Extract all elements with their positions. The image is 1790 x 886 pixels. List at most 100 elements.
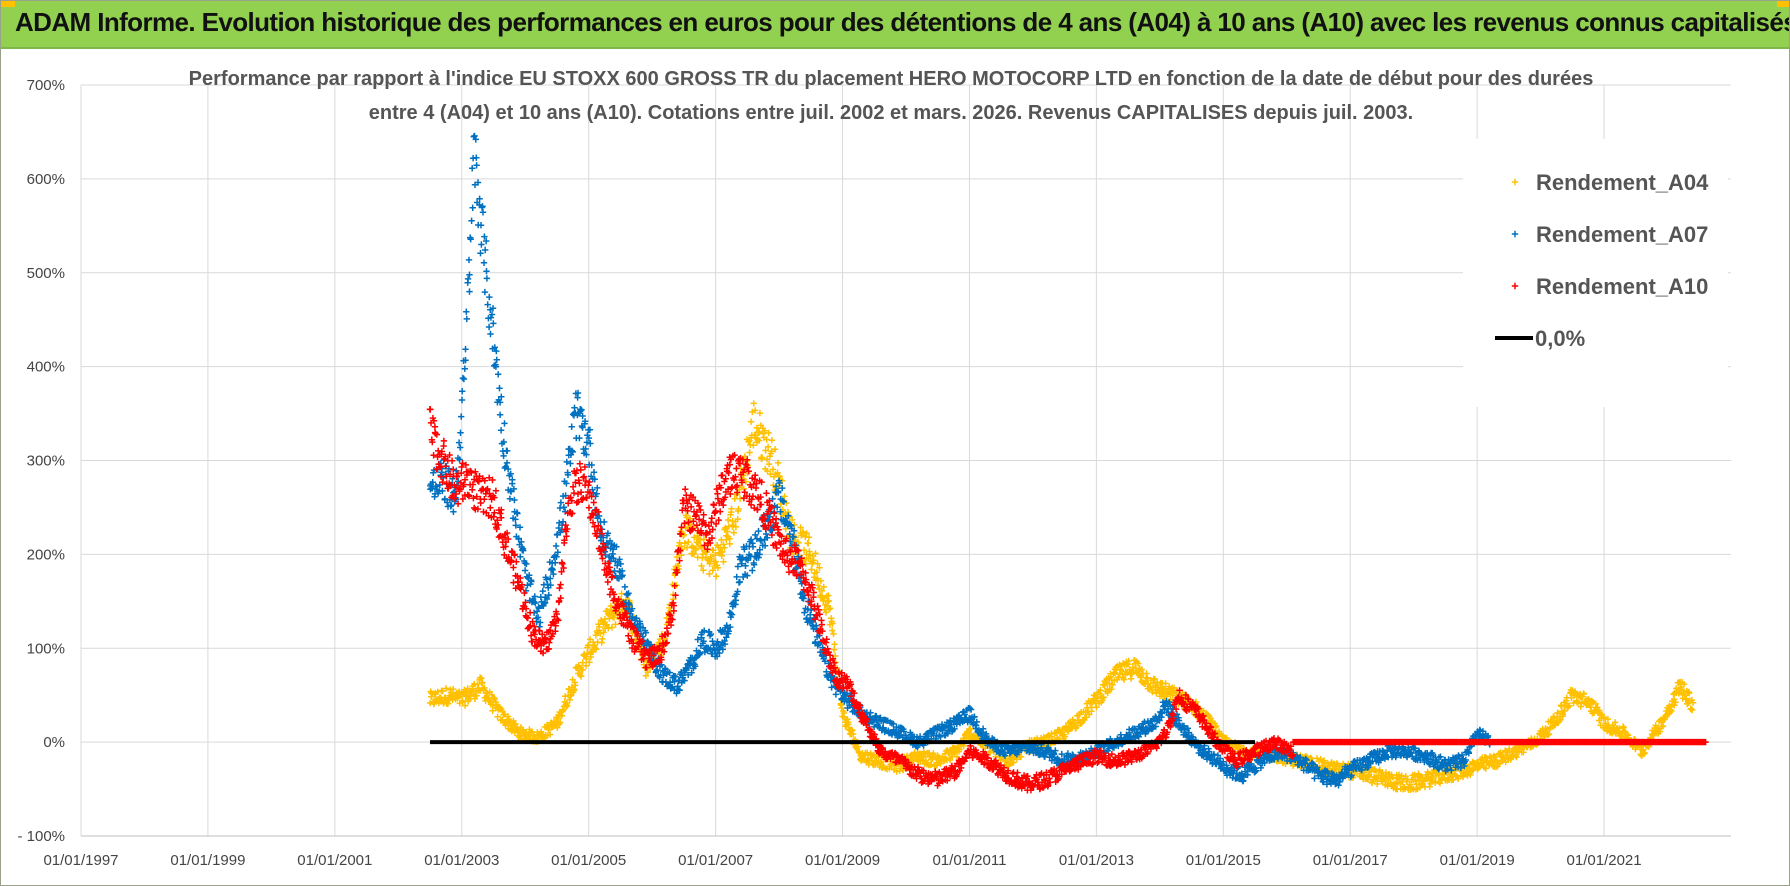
x-tick-label: 01/01/2005 [551, 852, 626, 869]
data-point [552, 559, 559, 566]
data-point [432, 430, 439, 437]
data-point [477, 499, 484, 507]
data-point [457, 444, 464, 451]
data-point [560, 504, 568, 511]
data-point [487, 504, 494, 511]
data-point [933, 762, 941, 769]
series-rendement-a10 [426, 406, 1297, 794]
data-point [797, 524, 804, 531]
data-point [700, 567, 707, 574]
data-point [735, 505, 742, 513]
title-banner: ADAM Informe. Evolution historique des p… [1, 1, 1789, 49]
data-point [1149, 688, 1156, 696]
data-point [801, 609, 808, 616]
data-point [765, 460, 773, 468]
data-point [483, 268, 490, 275]
data-point [818, 587, 826, 595]
data-point [506, 495, 514, 502]
data-point [763, 490, 770, 497]
data-point [1135, 660, 1142, 667]
data-point [449, 696, 456, 704]
data-point [953, 753, 961, 760]
y-tick-label: 200% [27, 546, 65, 563]
data-point [473, 162, 480, 169]
data-point [752, 472, 759, 479]
data-point [805, 540, 812, 547]
data-point [483, 275, 491, 282]
data-point [587, 440, 594, 447]
data-point [753, 424, 761, 432]
data-point [1093, 704, 1100, 711]
data-point [692, 545, 700, 552]
data-point [757, 501, 765, 508]
data-point [479, 203, 486, 210]
data-point [764, 467, 771, 475]
data-point [478, 241, 485, 248]
data-point [539, 587, 546, 595]
data-point [736, 578, 743, 586]
data-point [768, 448, 775, 455]
y-tick-label: - 100% [17, 828, 65, 845]
data-point [741, 453, 749, 460]
data-point [1129, 664, 1136, 671]
data-point [458, 396, 466, 404]
data-point [681, 520, 688, 527]
data-point [1204, 711, 1212, 719]
data-point [584, 650, 591, 657]
data-point [493, 356, 500, 363]
data-point [810, 557, 817, 564]
data-point [461, 702, 469, 709]
series-rendement-a04 [426, 400, 1697, 793]
data-point [830, 630, 837, 638]
data-point [749, 493, 757, 500]
data-point [1097, 687, 1104, 694]
x-tick-label: 01/01/2007 [678, 852, 753, 869]
x-tick-label: 01/01/2019 [1440, 852, 1515, 869]
data-point [1061, 733, 1069, 740]
data-point [1101, 682, 1108, 689]
data-point [782, 525, 789, 533]
data-point [474, 681, 481, 688]
data-point [583, 655, 590, 663]
data-point [761, 427, 769, 434]
data-point [758, 454, 766, 461]
data-point [726, 540, 733, 548]
data-point [469, 165, 476, 172]
data-point [521, 567, 529, 574]
data-point [724, 516, 732, 524]
data-point [746, 449, 753, 456]
data-point [719, 548, 726, 556]
data-point [771, 446, 779, 453]
data-point [1100, 694, 1107, 701]
data-point [711, 551, 719, 559]
data-point [477, 250, 484, 257]
corner-mark-left [1, 1, 15, 7]
data-point [494, 713, 501, 720]
data-point [730, 529, 737, 536]
data-point [764, 443, 772, 450]
data-point [1104, 689, 1111, 697]
data-point [440, 437, 448, 445]
data-point [511, 496, 518, 504]
y-tick-label: 500% [27, 265, 65, 282]
data-point [559, 706, 567, 713]
x-tick-label: 01/01/2017 [1313, 852, 1388, 869]
data-point [459, 699, 466, 706]
data-point [831, 641, 838, 648]
data-point [469, 204, 476, 211]
data-point [1125, 657, 1132, 665]
data-point [818, 621, 825, 628]
data-point [459, 374, 467, 382]
data-point [825, 592, 832, 599]
data-point [706, 570, 713, 578]
data-point [820, 583, 827, 591]
data-point [762, 447, 769, 454]
data-point [597, 630, 604, 637]
performance-chart: - 100%0%100%200%300%400%500%600%700%01/0… [17, 68, 1731, 869]
data-point [495, 371, 502, 378]
data-point [607, 606, 615, 613]
data-point [849, 727, 856, 734]
y-tick-label: 400% [27, 359, 65, 376]
data-point [813, 569, 820, 576]
data-point [719, 472, 726, 479]
